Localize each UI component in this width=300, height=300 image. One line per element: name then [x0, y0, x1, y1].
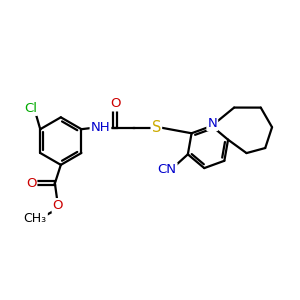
Text: NH: NH	[91, 121, 110, 134]
Text: O: O	[52, 199, 63, 212]
Text: O: O	[110, 98, 121, 110]
Text: CH₃: CH₃	[24, 212, 47, 225]
Text: N: N	[207, 117, 217, 130]
Text: Cl: Cl	[24, 102, 37, 115]
Text: S: S	[152, 120, 161, 135]
Text: O: O	[26, 177, 36, 190]
Text: CN: CN	[158, 163, 176, 176]
